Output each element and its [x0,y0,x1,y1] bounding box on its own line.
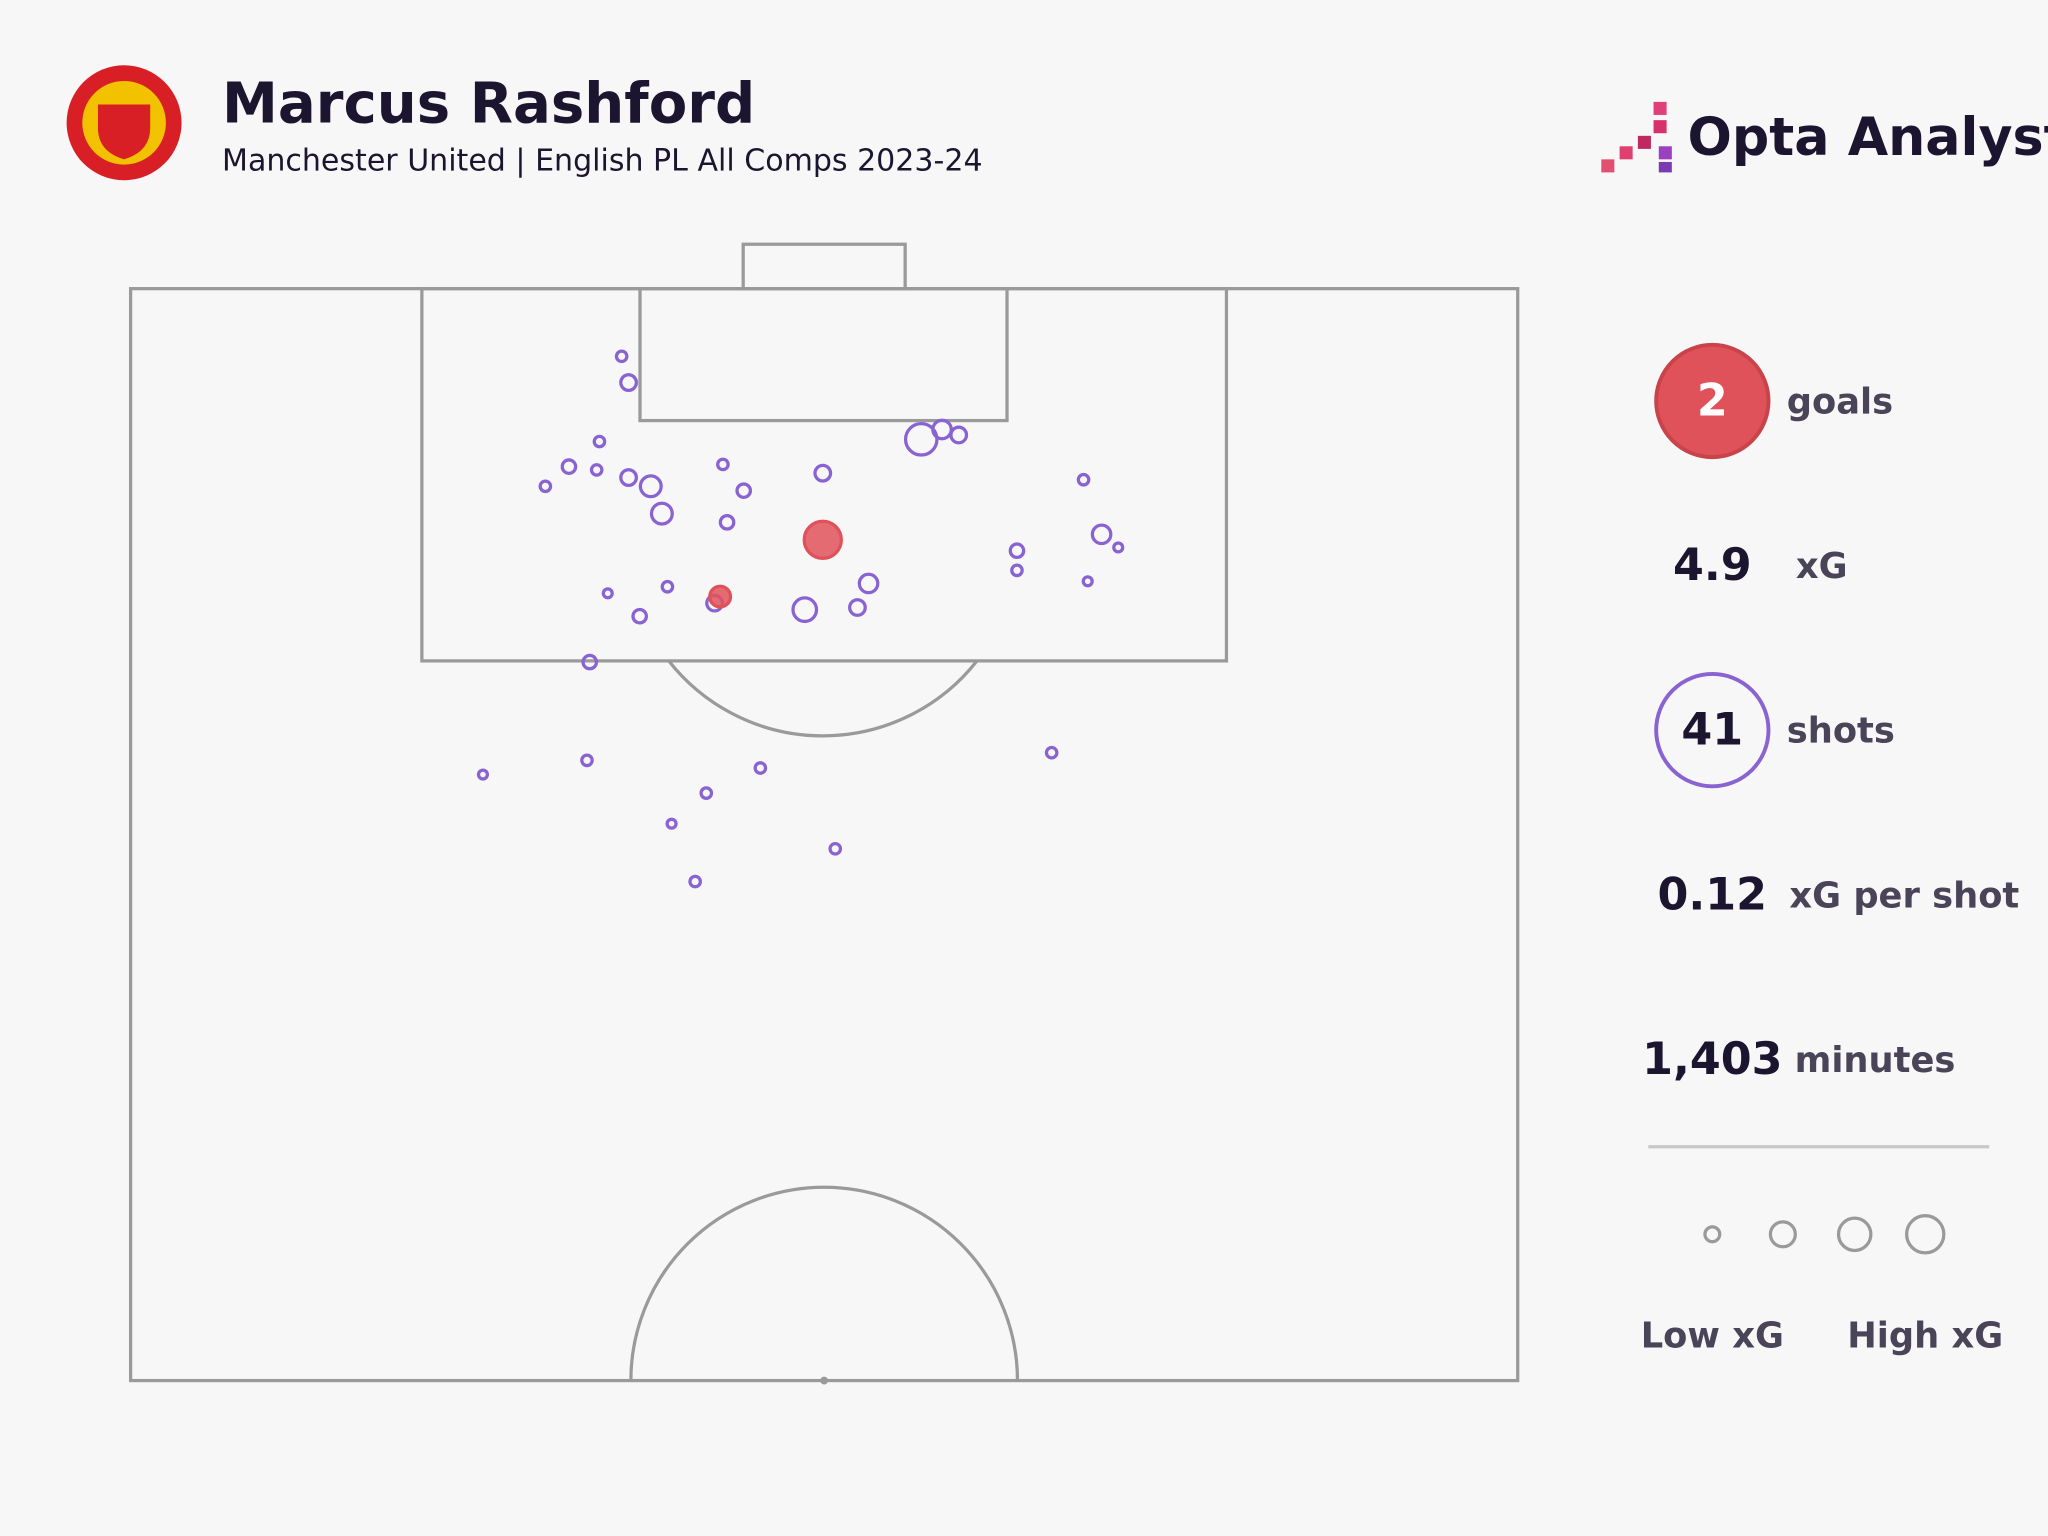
brand-logo [1601,101,1672,173]
stat-value: 41 [1681,705,1743,756]
goal-shot [802,519,843,560]
shot [1090,523,1113,546]
shots [476,349,1125,889]
stat-value: 2 [1697,376,1728,427]
shot [649,501,674,526]
shot [1081,575,1094,588]
shot [828,841,843,856]
stat-label: xG [1796,546,1848,587]
shot [638,474,663,499]
stat-value: 1,403 [1642,1034,1782,1085]
legend-size [1905,1214,1946,1255]
legend-high: High xG [1847,1315,2003,1356]
legend-low: Low xG [1641,1315,1784,1356]
shot [1008,542,1026,560]
shot [631,607,649,625]
shot [699,786,714,800]
shot [538,479,553,494]
stat-value: 4.9 [1673,540,1752,591]
shot [660,579,675,594]
shot [813,463,833,483]
shot [791,596,819,624]
shot [718,513,736,531]
pitch [128,242,1520,1385]
shot [589,463,604,477]
shot [1044,745,1059,760]
shot [1112,541,1125,554]
stat-label: goals [1787,382,1893,423]
shot [903,422,939,457]
shot [949,425,969,445]
shot [1010,563,1024,578]
shot [735,482,753,499]
shot [753,761,768,775]
shot [716,457,730,472]
shot [560,458,578,475]
shot [580,753,594,768]
shot [688,874,702,889]
stat-label: minutes [1795,1040,1956,1081]
shot [665,817,678,830]
shot [619,468,638,487]
legend-size [1703,1225,1722,1244]
stat-label: xG per shot [1789,875,2019,916]
shot [581,653,599,671]
goal-shot [708,584,733,609]
legend-size [1836,1216,1873,1253]
shot [476,768,490,781]
stat-value: 0.12 [1658,869,1768,920]
stats-panel: 2 goals 4.9 xG 41 shots 0.12 xG per shot 1,403 mi… [1641,342,2019,1356]
chart-title: Marcus Rashford [222,72,755,137]
shots-ring [1654,672,1771,789]
stat-label: shots [1787,711,1895,752]
shot [1076,472,1091,487]
shot [614,349,629,364]
chart-subtitle: Manchester United | English PL All Comps… [222,143,983,178]
brand: Opta Analyst [1688,108,2048,168]
shot [619,373,638,392]
shot [931,418,953,441]
shot [848,598,867,617]
legend-size [1768,1220,1797,1249]
shot [601,587,614,600]
goals-badge [1654,342,1771,460]
club-badge [66,65,182,181]
shot [857,572,880,595]
shot [592,434,607,449]
